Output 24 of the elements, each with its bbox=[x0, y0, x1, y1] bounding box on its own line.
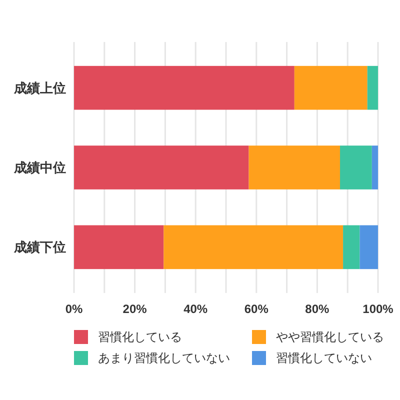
x-tick-label: 40% bbox=[184, 302, 208, 316]
bar bbox=[367, 66, 378, 110]
legend-label: 習慣化している bbox=[98, 330, 182, 344]
x-tick-label: 100% bbox=[362, 302, 394, 316]
bar bbox=[294, 66, 368, 110]
legend-label: 習慣化していない bbox=[276, 351, 372, 366]
x-tick-label: 0% bbox=[65, 302, 83, 316]
x-tick-label: 80% bbox=[305, 302, 330, 316]
bar bbox=[248, 146, 340, 190]
y-tick-label: 成績上位 bbox=[13, 80, 66, 96]
bar bbox=[372, 146, 378, 190]
bar bbox=[74, 146, 249, 190]
bar bbox=[360, 225, 378, 270]
bar bbox=[74, 66, 294, 110]
x-tick-label: 60% bbox=[244, 302, 269, 316]
bar bbox=[343, 225, 360, 270]
bar bbox=[340, 146, 372, 190]
legend-label: あまり習慣化していない bbox=[98, 351, 230, 366]
y-tick-label: 成績中位 bbox=[13, 160, 66, 176]
x-tick-label: 20% bbox=[122, 302, 148, 316]
bar bbox=[164, 225, 344, 270]
legend-label: やや習慣化している bbox=[276, 330, 384, 344]
y-tick-label: 成績下位 bbox=[13, 240, 66, 255]
bar bbox=[74, 225, 164, 270]
